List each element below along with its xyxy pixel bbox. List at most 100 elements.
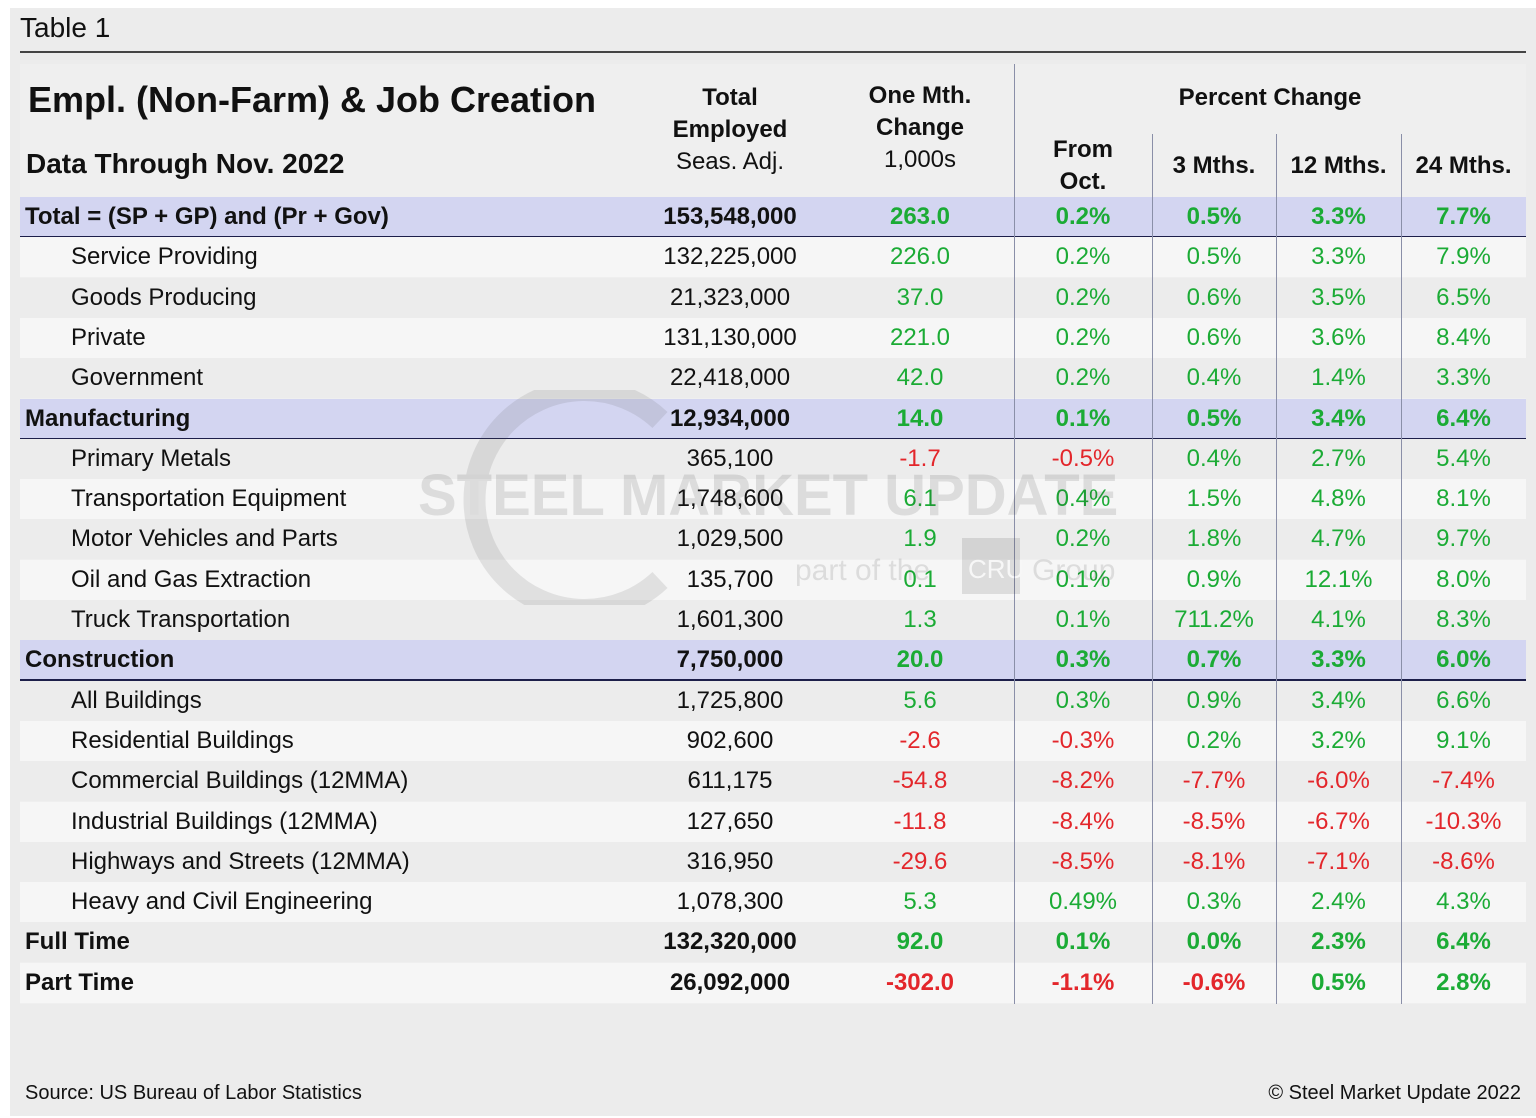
header-text: Employed <box>672 116 788 143</box>
table-row: Private 131,130,000 221.0 0.2% 0.6% 3.6% 8.4% <box>20 317 1526 358</box>
row-label: Residential Buildings <box>71 726 294 754</box>
cell-oct: 0.1% <box>1055 928 1111 956</box>
cell-chg: -2.6 <box>899 726 941 754</box>
table-row: Construction 7,750,000 20.0 0.3% 0.7% 3.3% 6.0… <box>20 640 1526 682</box>
cell-chg: 5.3 <box>903 888 937 916</box>
row-label: Construction <box>25 646 175 674</box>
row-label: Full Time <box>25 928 130 956</box>
cell-chg: 92.0 <box>896 928 944 956</box>
row-label: Transportation Equipment <box>71 485 347 513</box>
cell-total: 611,175 <box>687 767 773 795</box>
row-label: Total = (SP + GP) and (Pr + Gov) <box>25 203 389 230</box>
cell-total: 902,600 <box>686 726 774 754</box>
table-row: Commercial Buildings (12MMA) 611,175 -54.8… <box>20 761 1526 802</box>
cell-m12: 3.4% <box>1311 686 1366 714</box>
cell-oct: -0.3% <box>1051 726 1115 754</box>
table-row: Oil and Gas Extraction 135,700 0.1 0.1% 0.9%… <box>20 559 1526 600</box>
source-note: Source: US Bureau of Labor Statistics <box>25 1082 362 1104</box>
cell-m3: 1.8% <box>1186 525 1242 553</box>
cell-chg: 5.6 <box>903 686 937 714</box>
cell-oct: -8.2% <box>1051 767 1115 795</box>
column-divider <box>1152 134 1153 1004</box>
cell-m24: 6.6% <box>1436 686 1491 714</box>
cell-m24: 2.8% <box>1436 968 1491 996</box>
cell-m12: 2.7% <box>1311 444 1366 472</box>
cell-m24: 8.0% <box>1436 565 1491 593</box>
cell-total: 132,320,000 <box>663 928 797 956</box>
table-row: Transportation Equipment 1,748,600 6.1 0.4%… <box>20 479 1526 520</box>
cell-total: 1,029,500 <box>676 525 784 553</box>
cell-total: 1,725,800 <box>676 686 784 714</box>
header-one-month-change: One Mth. Change 1,000s <box>820 80 1020 176</box>
row-label: Service Providing <box>71 243 258 271</box>
cell-m24: 6.0% <box>1436 646 1491 674</box>
row-label: Motor Vehicles and Parts <box>71 525 338 553</box>
row-label: Private <box>71 323 146 351</box>
cell-m12: 3.3% <box>1311 203 1366 230</box>
cell-m12: -7.1% <box>1307 847 1370 875</box>
header-text: Seas. Adj. <box>675 148 785 175</box>
cell-total: 365,100 <box>686 444 774 472</box>
row-label: Industrial Buildings (12MMA) <box>71 807 378 835</box>
cell-m24: 9.1% <box>1436 726 1491 754</box>
cell-m12: 4.8% <box>1311 485 1366 513</box>
cell-m3: 0.9% <box>1186 686 1242 714</box>
cell-chg: 263.0 <box>889 203 951 230</box>
cell-m24: 3.3% <box>1436 364 1491 392</box>
cell-total: 26,092,000 <box>669 968 791 996</box>
cell-m3: -0.6% <box>1182 968 1246 996</box>
cell-m24: -7.4% <box>1432 767 1495 795</box>
cell-m24: 8.1% <box>1436 485 1491 513</box>
cell-m12: 12.1% <box>1304 565 1373 593</box>
cell-chg: 20.0 <box>896 646 944 674</box>
cell-m24: 6.5% <box>1436 283 1491 311</box>
cell-total: 316,950 <box>686 847 774 875</box>
header-24-months: 24 Mths. <box>1415 152 1512 179</box>
cell-m12: -6.0% <box>1307 767 1370 795</box>
column-divider <box>1276 134 1277 1004</box>
cell-m12: 4.7% <box>1311 525 1366 553</box>
cell-m3: 0.5% <box>1186 243 1242 271</box>
cell-m3: 0.3% <box>1186 888 1242 916</box>
cell-chg: 226.0 <box>889 243 951 271</box>
row-label: Truck Transportation <box>71 606 291 633</box>
cell-oct: 0.2% <box>1055 283 1111 311</box>
column-divider <box>1014 64 1015 1004</box>
cell-m3: 1.5% <box>1186 485 1242 513</box>
header-from-oct: From Oct. <box>1014 134 1152 198</box>
cell-m12: 3.2% <box>1311 726 1366 754</box>
cell-total: 1,748,600 <box>676 485 784 513</box>
header-text: From <box>1053 136 1113 163</box>
table-row: Goods Producing 21,323,000 37.0 0.2% 0.6% 3.5… <box>20 277 1526 318</box>
table-row: Motor Vehicles and Parts 1,029,500 1.9 0.2%… <box>20 519 1526 560</box>
row-label: Heavy and Civil Engineering <box>71 888 373 916</box>
cell-m3: -8.1% <box>1182 847 1246 875</box>
header-3-months: 3 Mths. <box>1172 152 1256 179</box>
header-text: 1,000s <box>883 146 957 173</box>
cell-oct: 0.2% <box>1055 364 1111 392</box>
table-row: Industrial Buildings (12MMA) 127,650 -11.8… <box>20 801 1526 842</box>
cell-m3: 0.6% <box>1186 323 1242 351</box>
header-percent-change: Percent Change <box>1178 84 1362 111</box>
table-row: Truck Transportation 1,601,300 1.3 0.1% 711.… <box>20 600 1526 640</box>
table-row: All Buildings 1,725,800 5.6 0.3% 0.9% 3.4% 6.6… <box>20 680 1526 721</box>
table-row: Manufacturing 12,934,000 14.0 0.1% 0.5% 3.4% 6… <box>20 398 1526 440</box>
cell-chg: 37.0 <box>896 283 944 311</box>
cell-total: 127,650 <box>686 807 774 835</box>
cell-oct: 0.2% <box>1055 243 1111 271</box>
header-12-months: 12 Mths. <box>1290 152 1387 179</box>
cell-chg: 221.0 <box>889 323 951 351</box>
cell-m12: 1.4% <box>1311 364 1366 392</box>
cell-oct: 0.3% <box>1055 686 1111 714</box>
cell-m3: -8.5% <box>1182 807 1246 835</box>
row-label: Highways and Streets (12MMA) <box>71 847 410 875</box>
cell-oct: -1.1% <box>1051 968 1115 996</box>
cell-m24: 8.4% <box>1436 323 1491 351</box>
cell-oct: 0.2% <box>1055 323 1111 351</box>
cell-oct: 0.1% <box>1055 606 1111 633</box>
cell-m12: 3.6% <box>1311 323 1366 351</box>
row-label: Oil and Gas Extraction <box>71 565 312 593</box>
header-text: One Mth. <box>868 82 972 109</box>
cell-m24: 8.3% <box>1436 606 1491 633</box>
row-label: Commercial Buildings (12MMA) <box>71 767 409 795</box>
